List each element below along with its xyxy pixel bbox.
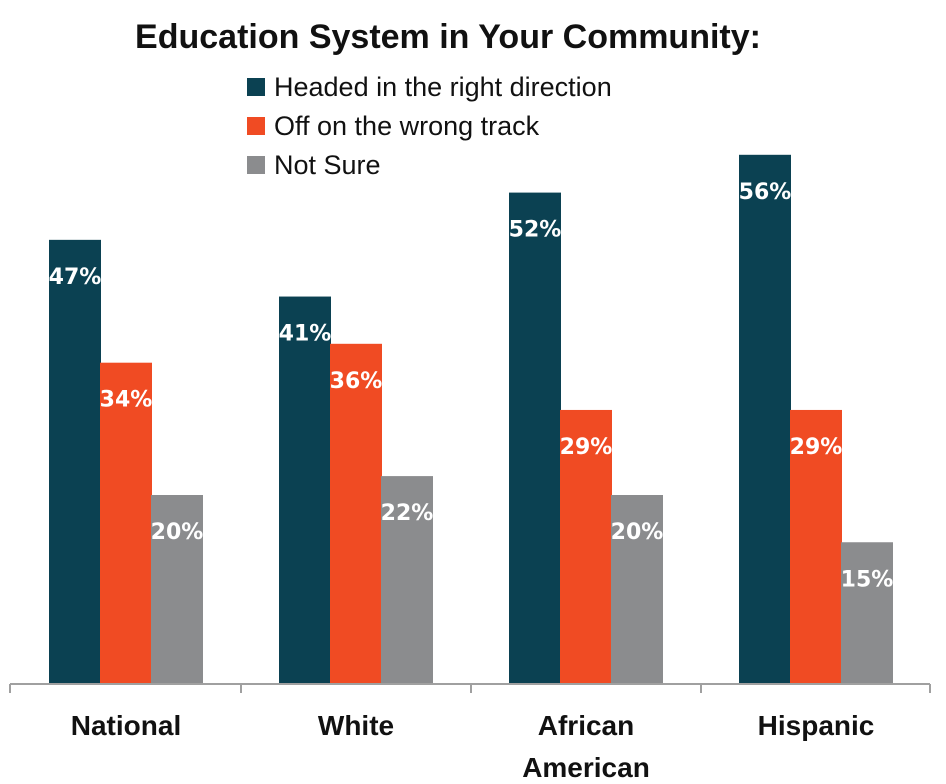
legend-label-right-direction: Headed in the right direction [274,72,612,102]
data-label-wrong-track-1: 36% [330,369,383,394]
legend: Headed in the right direction Off on the… [247,72,612,180]
data-label-right-direction-2: 52% [509,218,562,243]
data-label-not-sure-0: 20% [151,520,204,545]
data-label-right-direction-1: 41% [279,322,332,347]
data-label-not-sure-3: 15% [841,567,894,592]
data-label-wrong-track-0: 34% [100,388,153,413]
bar-not-sure-3 [841,542,893,684]
bar-right-direction-1 [279,296,331,684]
bar-right-direction-3 [739,154,791,685]
category-label-0: National [71,710,181,741]
legend-label-not-sure: Not Sure [274,150,381,180]
bars [49,154,893,685]
data-label-wrong-track-3: 29% [790,435,843,460]
bar-wrong-track-3 [790,409,842,684]
x-axis [9,683,931,693]
category-label-2: African [538,710,634,741]
bar-wrong-track-2 [560,409,612,684]
chart-title: Education System in Your Community: [135,18,761,56]
bar-labels: 47% 34% 20% 41% 36% 22% 52% 29% 20% 56% 29% 15% [49,180,894,592]
bar-right-direction-0 [49,239,101,684]
bar-wrong-track-1 [330,343,382,684]
bar-wrong-track-0 [100,362,152,684]
category-label-2-line2: American [522,752,650,783]
bar-not-sure-2 [611,495,663,684]
legend-swatch-not-sure [247,156,265,174]
bar-right-direction-2 [509,192,561,684]
data-label-not-sure-2: 20% [611,520,664,545]
bar-not-sure-1 [381,476,433,684]
category-labels: National White African American Hispanic [71,710,875,783]
legend-swatch-wrong-track [247,117,265,135]
category-label-3: Hispanic [758,710,875,741]
data-label-wrong-track-2: 29% [560,435,613,460]
category-label-1: White [318,710,394,741]
legend-label-wrong-track: Off on the wrong track [274,111,540,141]
legend-swatch-right-direction [247,78,265,96]
data-label-right-direction-3: 56% [739,180,792,205]
data-label-right-direction-0: 47% [49,265,102,290]
data-label-not-sure-1: 22% [381,501,434,526]
bar-not-sure-0 [151,495,203,684]
